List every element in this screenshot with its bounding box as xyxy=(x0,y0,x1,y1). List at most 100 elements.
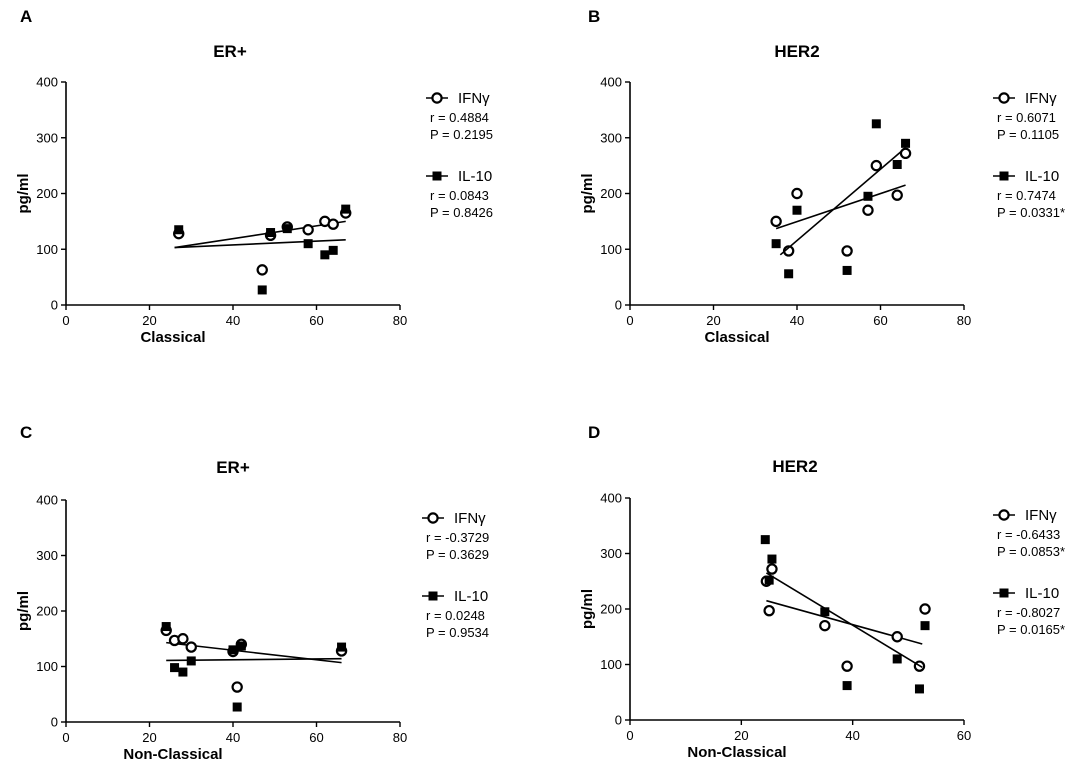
data-point-square xyxy=(920,621,930,631)
legend-marker-square xyxy=(999,588,1009,598)
data-point-square xyxy=(767,554,777,564)
data-point-square xyxy=(892,160,902,170)
data-point-square xyxy=(178,667,188,677)
correlation-r: r = 0.0843 xyxy=(430,188,489,203)
x-tick-label: 40 xyxy=(226,730,240,745)
correlation-r: r = -0.6433 xyxy=(997,527,1060,542)
x-tick-label: 40 xyxy=(226,313,240,328)
data-point-circle xyxy=(763,604,775,617)
panel-letter: D xyxy=(588,423,600,442)
legend-entry: IL-10 r = 0.0248 P = 0.9534 xyxy=(422,588,489,640)
data-point-circle xyxy=(919,603,931,615)
legend-marker-circle xyxy=(431,92,443,104)
legend-marker-circle xyxy=(427,512,439,524)
x-tick-label: 40 xyxy=(845,728,859,743)
y-tick-label: 300 xyxy=(600,130,622,145)
series-il10 xyxy=(174,204,351,295)
chart-panel-d: D HER2 0 100 200 300 400 0 20 40 60 Non-Classical pg… xyxy=(579,423,1065,761)
x-tick-label: 40 xyxy=(790,313,804,328)
series-il10 xyxy=(771,119,911,279)
data-point-square xyxy=(161,622,171,632)
y-tick-label: 400 xyxy=(600,491,622,506)
legend-label: IFNγ xyxy=(458,90,490,107)
legend-entry: IL-10 r = -0.8027 P = 0.0165* xyxy=(993,585,1065,637)
panel-letter: A xyxy=(20,7,32,26)
y-tick-label: 200 xyxy=(600,602,622,617)
legend-entry: IL-10 r = 0.0843 P = 0.8426 xyxy=(426,168,493,220)
y-tick-label: 400 xyxy=(36,493,58,508)
regression-line xyxy=(775,184,906,230)
p-value: P = 0.1105 xyxy=(997,127,1059,142)
x-tick-label: 60 xyxy=(309,730,323,745)
correlation-r: r = 0.4884 xyxy=(430,110,489,125)
legend-label: IL-10 xyxy=(458,168,492,185)
regression-line xyxy=(174,238,346,249)
data-point-square xyxy=(328,245,338,255)
chart-title: HER2 xyxy=(774,42,819,61)
x-tick-label: 60 xyxy=(873,313,887,328)
legend-marker-circle xyxy=(998,92,1010,104)
data-point-circle xyxy=(891,631,903,643)
y-tick-label: 0 xyxy=(615,298,622,313)
legend-entry: IL-10 r = 0.7474 P = 0.0331* xyxy=(993,168,1065,220)
y-tick-label: 200 xyxy=(600,186,622,201)
correlation-r: r = -0.8027 xyxy=(997,605,1060,620)
data-point-circle xyxy=(327,218,339,230)
x-axis-label: Classical xyxy=(704,329,769,346)
chart-panel-b: B HER2 0 100 200 300 400 0 20 40 60 80 Classical pg/m… xyxy=(579,7,1065,346)
data-point-circle xyxy=(302,224,314,236)
data-point-square xyxy=(842,265,852,275)
legend-entry: IFNγ r = 0.6071 P = 0.1105 xyxy=(993,90,1059,142)
x-tick-label: 80 xyxy=(393,730,407,745)
legend-label: IFNγ xyxy=(454,510,486,527)
data-point-circle xyxy=(862,204,874,216)
x-tick-label: 80 xyxy=(957,313,971,328)
legend-entry: IFNγ r = -0.3729 P = 0.3629 xyxy=(422,510,489,562)
series-ifng xyxy=(770,147,912,257)
correlation-r: r = 0.6071 xyxy=(997,110,1056,125)
data-point-square xyxy=(320,250,330,260)
correlation-r: r = 0.7474 xyxy=(997,188,1056,203)
y-tick-label: 300 xyxy=(36,548,58,563)
legend-label: IFNγ xyxy=(1025,507,1057,524)
data-point-circle xyxy=(841,245,853,257)
legend-marker-square xyxy=(432,171,442,181)
chart-title: ER+ xyxy=(216,458,250,477)
y-tick-label: 100 xyxy=(600,242,622,257)
legend-marker-square xyxy=(428,591,438,601)
data-point-square xyxy=(764,575,774,585)
legend-label: IL-10 xyxy=(1025,585,1059,602)
data-point-square xyxy=(892,654,902,664)
data-point-square xyxy=(303,239,313,249)
y-axis-label: pg/ml xyxy=(15,591,32,631)
data-point-circle xyxy=(231,681,243,693)
series-il10 xyxy=(760,535,930,694)
regression-line xyxy=(779,147,907,256)
data-point-square xyxy=(760,535,770,545)
y-tick-label: 100 xyxy=(36,242,58,257)
x-tick-label: 60 xyxy=(309,313,323,328)
x-tick-label: 0 xyxy=(626,728,633,743)
legend-marker-circle xyxy=(998,509,1010,521)
p-value: P = 0.0165* xyxy=(997,622,1065,637)
y-tick-label: 200 xyxy=(36,186,58,201)
data-point-square xyxy=(771,239,781,249)
p-value: P = 0.0331* xyxy=(997,205,1065,220)
panel-letter: B xyxy=(588,7,600,26)
y-tick-label: 0 xyxy=(615,713,622,728)
x-tick-label: 0 xyxy=(62,730,69,745)
series-ifng xyxy=(760,563,931,672)
y-axis-label: pg/ml xyxy=(15,174,32,214)
p-value: P = 0.0853* xyxy=(997,544,1065,559)
y-tick-label: 100 xyxy=(36,659,58,674)
legend-marker-square xyxy=(999,171,1009,181)
x-tick-label: 0 xyxy=(62,313,69,328)
x-axis-label: Classical xyxy=(140,329,205,346)
y-tick-label: 0 xyxy=(51,298,58,313)
data-point-square xyxy=(337,642,347,652)
x-tick-label: 0 xyxy=(626,313,633,328)
data-point-circle xyxy=(770,215,782,228)
data-point-circle xyxy=(185,641,197,653)
y-tick-label: 400 xyxy=(36,75,58,90)
